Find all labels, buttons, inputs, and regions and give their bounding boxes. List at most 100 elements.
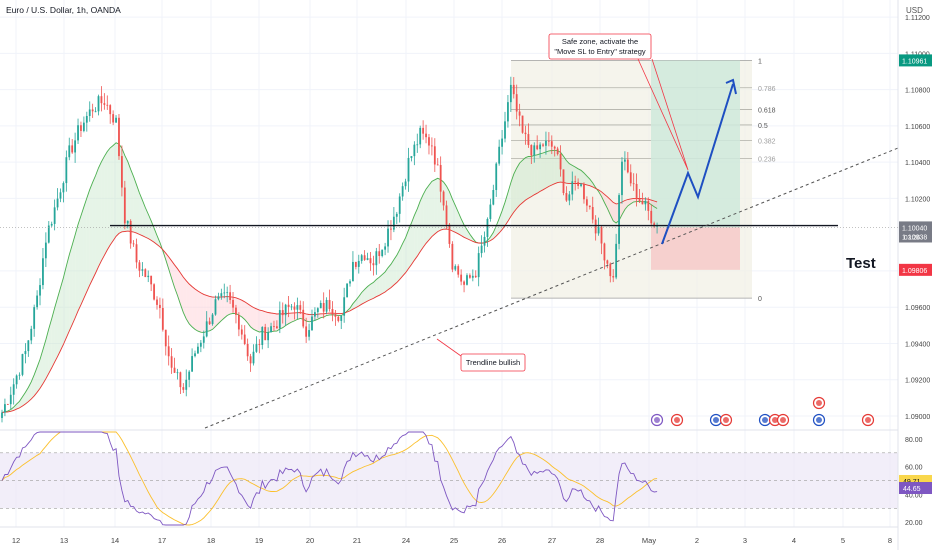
candle-body (480, 245, 483, 254)
rsi-ma-value-tag[interactable]: 44.65 (899, 482, 932, 495)
event-flag-icon[interactable] (861, 413, 875, 427)
ema-fill (78, 215, 81, 312)
candle (126, 220, 129, 229)
trendline-bullish[interactable] (204, 147, 899, 429)
ema-fill (195, 288, 198, 332)
ema-fill (551, 150, 555, 185)
ema-fill (306, 313, 310, 322)
candle-body (42, 258, 44, 286)
price-tag-current-low[interactable]: 1.10038 (899, 230, 932, 243)
candle (436, 158, 439, 166)
candle-body (138, 262, 141, 271)
candle (167, 335, 170, 366)
time-axis[interactable]: 12 13 14 17 18 19 20 21 24 25 26 27 28 May 2 3 4 5 8 (12, 536, 892, 545)
ema-fill (89, 182, 93, 286)
rsi-band (0, 452, 898, 509)
event-flag-icon[interactable] (709, 413, 723, 427)
test-level-label[interactable]: Test (846, 255, 876, 272)
event-flag-icon[interactable] (758, 413, 772, 427)
ema-fast-line (1, 142, 658, 413)
candle-body (199, 342, 202, 347)
candle (401, 182, 404, 201)
event-flag-icon[interactable] (776, 413, 790, 427)
candle-body (223, 292, 226, 294)
ema-fill (554, 150, 558, 184)
candle-body (205, 321, 208, 337)
candle-body (477, 253, 480, 278)
ema-fill (168, 256, 172, 279)
candle-body (501, 138, 503, 147)
candle-body (273, 326, 275, 328)
event-flag-icon[interactable] (650, 413, 664, 427)
candle (290, 304, 293, 311)
stop-zone[interactable] (651, 227, 740, 270)
ema-fill (575, 167, 579, 184)
candle (50, 221, 53, 227)
ema-fill (496, 218, 500, 237)
ema-fill (390, 259, 394, 288)
candle (357, 254, 360, 274)
candle (9, 386, 12, 410)
fib-level-label: 0.786 (758, 86, 776, 93)
candle-body (311, 316, 313, 331)
candle-body (518, 111, 521, 116)
price-tag-target-bg (899, 54, 932, 67)
candle (507, 94, 509, 128)
economic-events[interactable] (650, 396, 875, 427)
candle (44, 232, 47, 267)
ema-fill (519, 160, 523, 206)
ema-fill (63, 266, 67, 345)
ema-fill (57, 287, 61, 357)
candle-body (463, 281, 465, 285)
long-position-tool[interactable] (651, 60, 740, 270)
symbol-title: Euro / U.S. Dollar, 1h, OANDA (6, 5, 121, 15)
candle-body (445, 205, 448, 225)
target-zone[interactable] (651, 60, 740, 228)
candle-body (439, 164, 442, 192)
price-tag-stop[interactable]: 1.09806 (899, 263, 932, 276)
candle-body (147, 275, 150, 278)
safe-zone-callout[interactable]: Safe zone, activate the "Move SL to Entr… (548, 33, 689, 171)
fib-level-label: 0.382 (758, 138, 776, 145)
candle (325, 297, 328, 315)
candle (542, 143, 544, 148)
event-flag-icon[interactable] (719, 413, 733, 427)
candle (112, 110, 115, 126)
ema-fill (405, 230, 409, 273)
candle-body (220, 293, 223, 297)
candle (161, 298, 164, 332)
price-tag-current[interactable]: 1.10040 (899, 221, 932, 234)
candle (346, 283, 348, 298)
candle (509, 76, 512, 113)
candle-body (316, 308, 319, 313)
candle (647, 197, 650, 221)
ema-fill (537, 153, 541, 194)
candle-body (246, 343, 249, 357)
candle-body (527, 134, 530, 145)
candle (603, 242, 606, 270)
ema-fill (613, 202, 617, 223)
event-flag-icon[interactable] (812, 413, 826, 427)
event-flag-icon[interactable] (812, 396, 826, 410)
price-axis[interactable]: 1.112001.110001.108001.106001.104001.102… (0, 15, 932, 421)
candle (62, 181, 65, 203)
price-tag-target[interactable]: 1.10961 (899, 54, 932, 67)
candle-body (433, 146, 436, 165)
event-flag-icon[interactable] (670, 413, 684, 427)
candle-body (255, 344, 258, 352)
candle-body (68, 145, 71, 158)
candle-body (293, 306, 296, 310)
ema-fill (367, 284, 371, 301)
candle (243, 325, 246, 346)
drawings[interactable] (110, 78, 899, 429)
ema-fill (490, 232, 494, 241)
candle-body (425, 133, 427, 138)
candle (334, 309, 337, 326)
projection-arrow-path[interactable] (661, 83, 734, 245)
candle-body (395, 213, 398, 217)
trendline-callout[interactable]: Trendline bullish (436, 338, 526, 372)
ema-fill (250, 305, 254, 330)
